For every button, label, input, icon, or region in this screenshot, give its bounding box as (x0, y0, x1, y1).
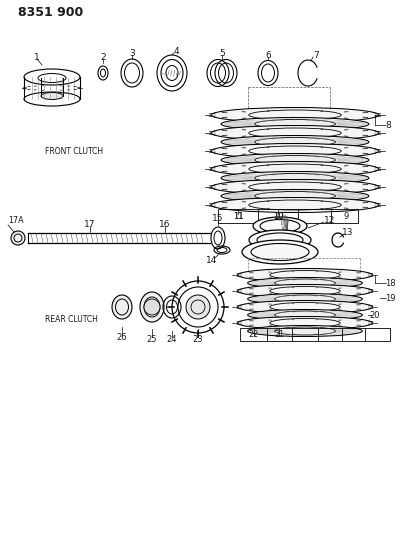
Bar (218, 209, 357, 223)
Circle shape (11, 231, 25, 245)
Text: 8351 900: 8351 900 (18, 6, 83, 19)
Text: 11: 11 (232, 212, 243, 221)
Circle shape (172, 281, 223, 333)
Ellipse shape (220, 154, 368, 166)
Text: 9: 9 (343, 212, 348, 221)
Text: 16: 16 (159, 220, 170, 229)
Ellipse shape (172, 281, 223, 333)
Text: 2: 2 (100, 52, 106, 61)
Ellipse shape (112, 295, 132, 319)
Ellipse shape (247, 326, 362, 336)
Text: 8: 8 (384, 120, 390, 130)
Circle shape (186, 295, 209, 319)
Ellipse shape (139, 292, 164, 322)
Text: 20: 20 (369, 311, 379, 319)
Ellipse shape (220, 135, 368, 149)
Ellipse shape (237, 269, 372, 281)
Ellipse shape (247, 310, 362, 320)
Ellipse shape (220, 190, 368, 203)
Text: 7: 7 (312, 51, 318, 60)
Text: REAR CLUTCH: REAR CLUTCH (45, 316, 98, 325)
Text: 25: 25 (146, 335, 157, 343)
Ellipse shape (220, 117, 368, 131)
Ellipse shape (211, 198, 378, 213)
Text: 17: 17 (84, 220, 96, 229)
Text: 10: 10 (272, 212, 283, 221)
Text: 26: 26 (117, 333, 127, 342)
Text: 21: 21 (273, 330, 283, 339)
Text: 13: 13 (342, 228, 353, 237)
Text: 6: 6 (265, 51, 270, 60)
Ellipse shape (248, 230, 310, 250)
Ellipse shape (237, 285, 372, 297)
Text: 12: 12 (324, 215, 335, 224)
Ellipse shape (220, 172, 368, 184)
Ellipse shape (252, 217, 306, 235)
Circle shape (144, 299, 160, 315)
Text: 14: 14 (206, 255, 217, 264)
Text: 22: 22 (248, 330, 258, 339)
Text: FRONT CLUTCH: FRONT CLUTCH (45, 147, 103, 156)
Text: 4: 4 (173, 46, 178, 55)
Text: 24: 24 (166, 335, 177, 343)
Ellipse shape (247, 294, 362, 304)
Text: 3: 3 (129, 49, 135, 58)
Ellipse shape (24, 69, 80, 85)
Text: 5: 5 (218, 49, 224, 58)
Text: 11: 11 (232, 212, 243, 221)
Ellipse shape (241, 240, 317, 264)
Ellipse shape (211, 180, 378, 195)
Ellipse shape (211, 143, 378, 158)
Text: 10: 10 (272, 212, 283, 221)
Ellipse shape (211, 161, 378, 176)
Text: 18: 18 (384, 279, 394, 287)
Text: 1: 1 (34, 52, 40, 61)
Text: 19: 19 (384, 294, 394, 303)
Ellipse shape (41, 93, 63, 100)
Ellipse shape (24, 92, 80, 106)
Ellipse shape (211, 108, 378, 123)
Ellipse shape (237, 317, 372, 329)
Text: 23: 23 (192, 335, 203, 343)
Ellipse shape (237, 301, 372, 313)
Text: 15: 15 (212, 214, 223, 222)
Ellipse shape (247, 278, 362, 288)
Text: 17A: 17A (8, 215, 24, 224)
Ellipse shape (211, 125, 378, 141)
Bar (239, 328, 389, 341)
